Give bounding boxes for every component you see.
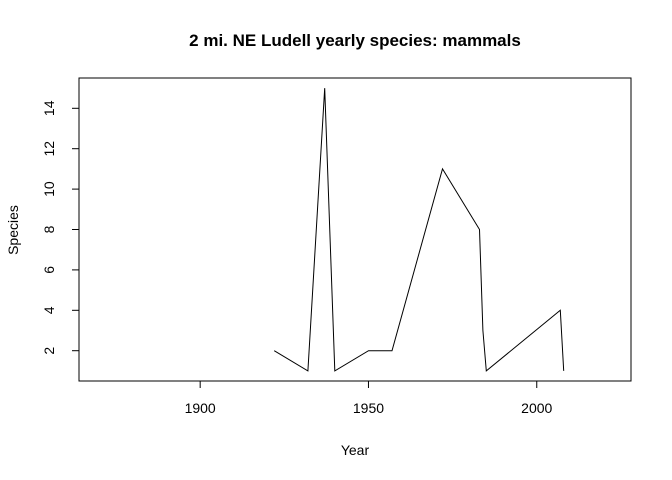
series-line-species: [273, 88, 565, 372]
plot-area-frame: [78, 77, 632, 382]
chart-title: 2 mi. NE Ludell yearly species: mammals: [189, 31, 521, 50]
x-tick-label: 1900: [185, 400, 216, 416]
y-tick-label: 14: [41, 100, 57, 116]
y-tick-label: 2: [41, 347, 57, 355]
x-tick-label: 2000: [521, 400, 552, 416]
y-axis-label: Species: [5, 205, 21, 255]
x-axis: 1900 1950 2000: [185, 380, 553, 416]
y-tick-label: 4: [41, 306, 57, 314]
y-tick-label: 8: [41, 225, 57, 233]
y-tick-label: 12: [41, 141, 57, 157]
y-tick-label: 10: [41, 181, 57, 197]
x-tick-label: 1950: [353, 400, 384, 416]
x-axis-label: Year: [341, 442, 370, 458]
series-layer: [273, 88, 565, 372]
y-tick-label: 6: [41, 266, 57, 274]
y-axis: 2 4 6 8 10 12 14: [41, 100, 80, 355]
